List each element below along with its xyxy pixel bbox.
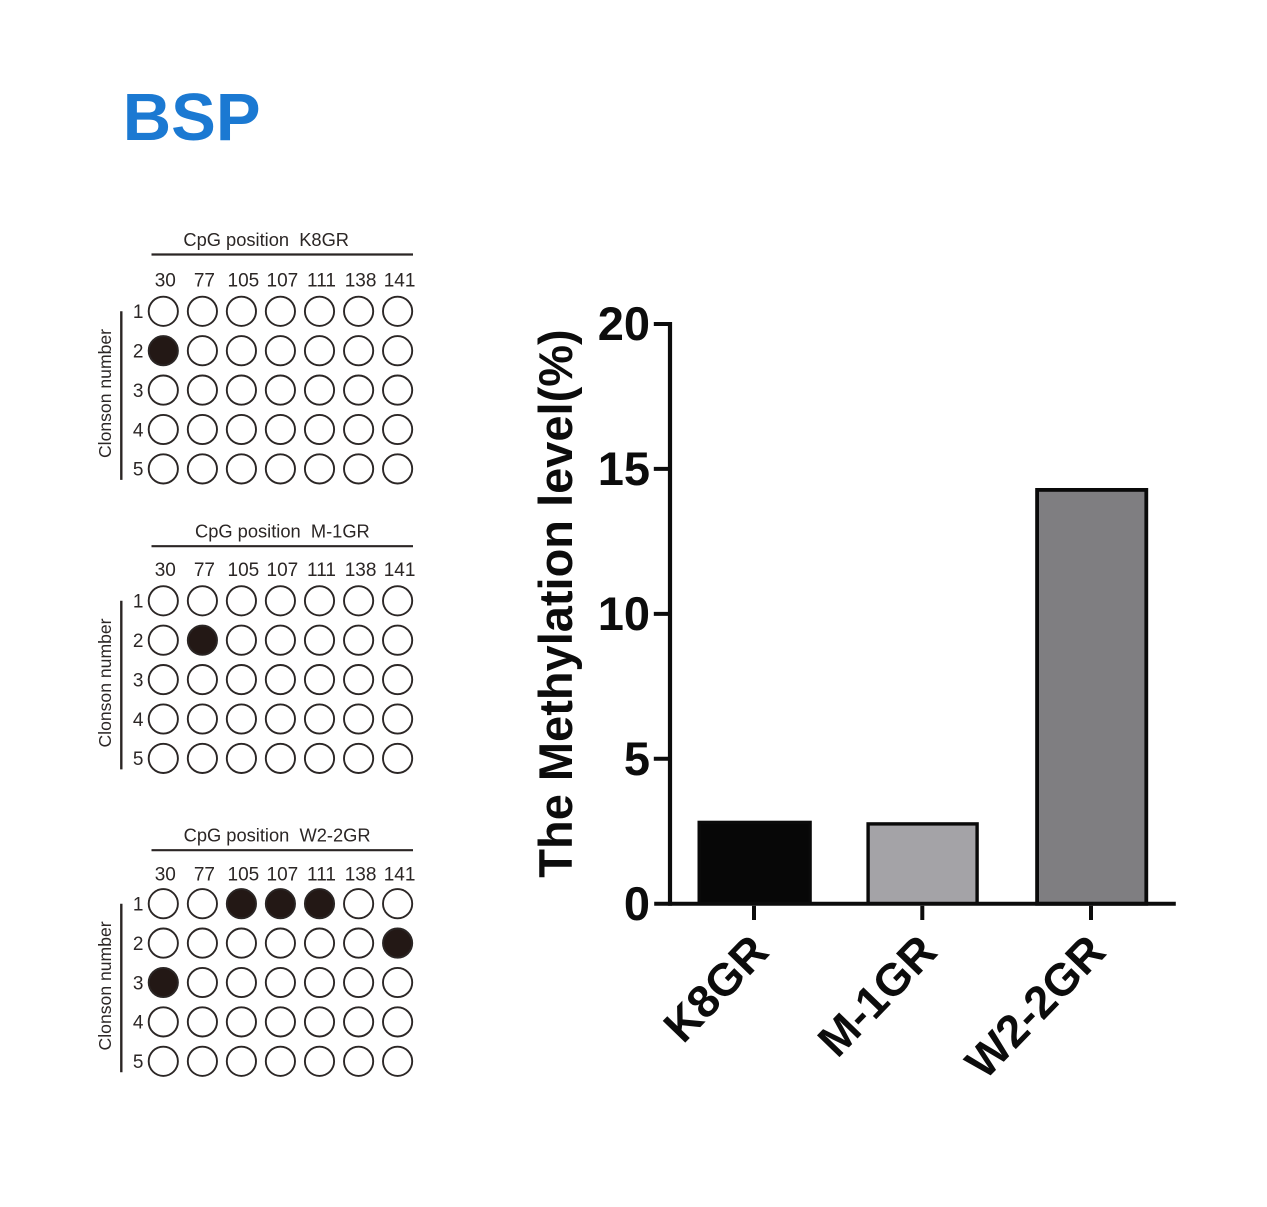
svg-text:77: 77 [194, 864, 215, 885]
svg-text:Clonson number: Clonson number [95, 329, 115, 458]
svg-text:2: 2 [133, 934, 144, 955]
svg-text:107: 107 [267, 560, 299, 581]
svg-text:Clonson number: Clonson number [95, 921, 115, 1050]
svg-text:Clonson number: Clonson number [95, 618, 115, 747]
svg-text:W2-2GR: W2-2GR [955, 925, 1115, 1088]
svg-text:77: 77 [194, 271, 215, 292]
svg-text:4: 4 [133, 710, 144, 731]
svg-text:111: 111 [307, 271, 336, 292]
svg-text:1: 1 [133, 895, 144, 916]
svg-text:141: 141 [384, 864, 416, 885]
svg-text:2: 2 [133, 631, 144, 652]
svg-text:20: 20 [598, 297, 650, 350]
svg-text:3: 3 [133, 670, 144, 691]
svg-text:111: 111 [307, 864, 336, 885]
svg-text:10: 10 [598, 587, 650, 640]
svg-text:15: 15 [598, 442, 650, 495]
svg-text:2: 2 [133, 342, 144, 363]
svg-text:CpG position K8GR: CpG position K8GR [183, 229, 349, 250]
svg-text:CpG position M-1GR: CpG position M-1GR [195, 521, 370, 542]
svg-text:1: 1 [133, 302, 144, 323]
svg-text:5: 5 [624, 732, 650, 785]
svg-text:138: 138 [345, 560, 377, 581]
svg-text:30: 30 [155, 271, 176, 292]
svg-text:107: 107 [267, 271, 299, 292]
svg-text:K8GR: K8GR [654, 925, 779, 1051]
svg-text:1: 1 [133, 592, 144, 613]
svg-text:5: 5 [133, 460, 144, 481]
svg-text:BSP: BSP [123, 80, 261, 155]
svg-text:138: 138 [345, 271, 377, 292]
svg-text:138: 138 [345, 864, 377, 885]
svg-text:The Methylation level(%): The Methylation level(%) [529, 329, 582, 877]
svg-text:111: 111 [307, 560, 336, 581]
svg-text:105: 105 [228, 864, 260, 885]
svg-text:30: 30 [155, 560, 176, 581]
svg-text:30: 30 [155, 864, 176, 885]
svg-text:5: 5 [133, 749, 144, 770]
svg-text:3: 3 [133, 973, 144, 994]
svg-text:4: 4 [133, 420, 144, 441]
svg-text:CpG position W2-2GR: CpG position W2-2GR [184, 825, 371, 846]
svg-text:3: 3 [133, 381, 144, 402]
svg-text:77: 77 [194, 560, 215, 581]
svg-text:4: 4 [133, 1013, 144, 1034]
svg-text:105: 105 [228, 560, 260, 581]
svg-text:141: 141 [384, 560, 416, 581]
svg-text:107: 107 [267, 864, 299, 885]
svg-text:105: 105 [228, 271, 260, 292]
svg-text:141: 141 [384, 271, 416, 292]
svg-text:5: 5 [133, 1052, 144, 1073]
svg-text:M-1GR: M-1GR [808, 925, 947, 1066]
svg-text:0: 0 [624, 877, 650, 930]
